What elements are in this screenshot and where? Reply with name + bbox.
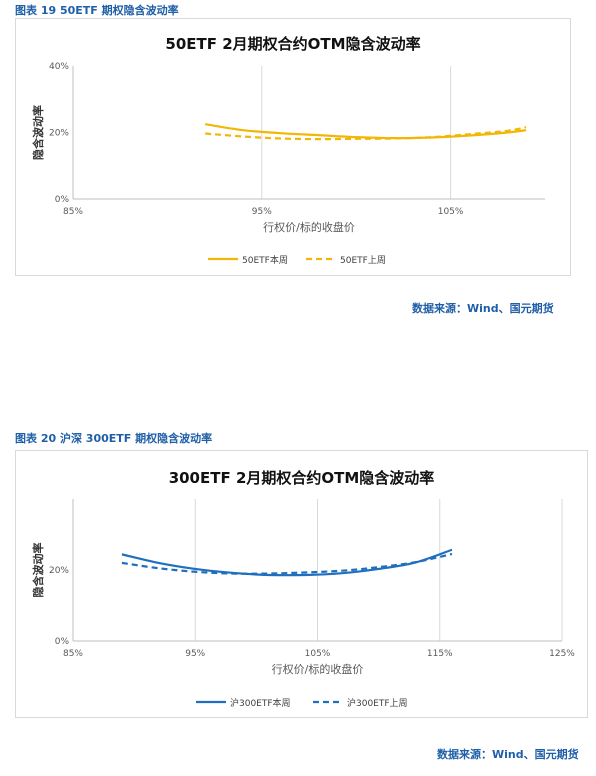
series-line-1 <box>121 548 453 577</box>
chart-svg-1: 0% 20% 40% 85% 95% 105% 行权价/标的收盘价 隐含波动率 50ETF本周 5… <box>31 62 545 266</box>
x-tick-label: 105% <box>305 649 331 659</box>
chart-svg-2: 0% 20% 85% 95% 105% 115% 125% 行权价/标的收盘价 隐含波动率沪30… <box>31 499 575 709</box>
source-note-1: 数据来源：Wind、国元期货 <box>412 302 554 315</box>
figure-caption-1: 图表 19 50ETF 期权隐含波动率 <box>15 4 179 17</box>
series-line-2 <box>205 126 527 141</box>
chart-frame-2: 300ETF 2月期权合约OTM隐含波动率 0% 20% 85% 95% 105% 115… <box>15 450 588 718</box>
y-axis-title: 隐含波动率 <box>31 105 45 160</box>
legend-label-2: 沪300ETF上周 <box>347 697 408 709</box>
y-tick-label: 20% <box>49 566 69 576</box>
figure-caption-2: 图表 20 沪深 300ETF 期权隐含波动率 <box>15 432 213 445</box>
x-axis-title: 行权价/标的收盘价 <box>263 220 355 234</box>
x-tick-label: 85% <box>63 207 83 217</box>
legend-label-1: 沪300ETF本周 <box>230 697 291 709</box>
series-line-2 <box>121 552 453 575</box>
x-axis-title: 行权价/标的收盘价 <box>272 662 364 676</box>
y-tick-label: 0% <box>55 195 70 205</box>
y-tick-label: 20% <box>49 129 69 139</box>
legend-label-2: 50ETF上周 <box>340 255 386 266</box>
x-tick-label: 85% <box>63 649 83 659</box>
source-note-2: 数据来源：Wind、国元期货 <box>437 748 579 761</box>
x-tick-label: 95% <box>185 649 205 659</box>
chart-title-2: 300ETF 2月期权合约OTM隐含波动率 <box>168 469 435 487</box>
x-tick-label: 125% <box>549 649 575 659</box>
legend-label-1: 50ETF本周 <box>242 254 288 266</box>
y-tick-label: 40% <box>49 62 69 72</box>
x-tick-label: 115% <box>427 649 453 659</box>
series-line-1 <box>204 123 527 140</box>
chart-title-1: 50ETF 2月期权合约OTM隐含波动率 <box>165 35 421 53</box>
y-axis-title: 隐含波动率 <box>31 543 45 598</box>
chart-frame-1: 50ETF 2月期权合约OTM隐含波动率 0% 20% 40% 85% 95% 105% 行… <box>15 18 571 276</box>
y-tick-label: 0% <box>55 637 70 647</box>
x-tick-label: 95% <box>252 207 272 217</box>
x-tick-label: 105% <box>438 207 464 217</box>
